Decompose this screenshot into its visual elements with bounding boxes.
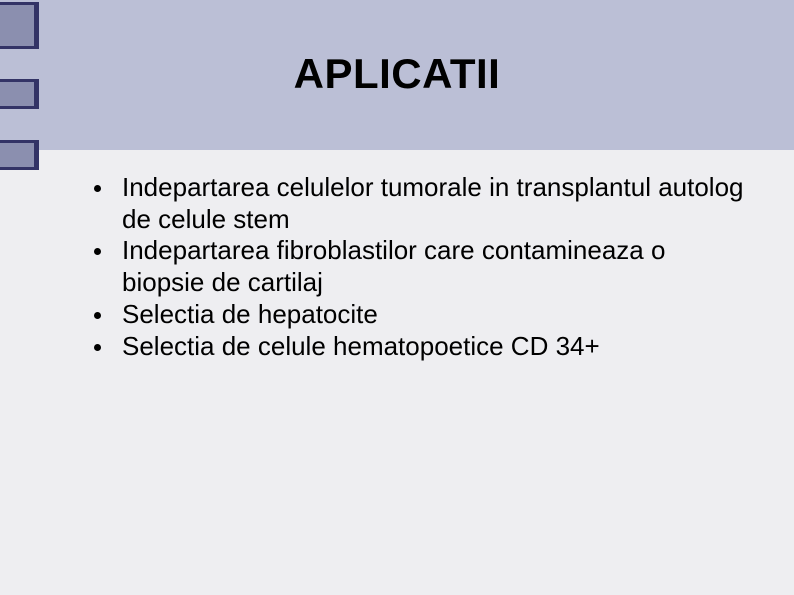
bullet-item: Selectia de celule hematopoetice CD 34+ (88, 331, 748, 363)
slide-content: Indepartarea celulelor tumorale in trans… (88, 172, 748, 362)
slide-title: APLICATII (0, 50, 794, 98)
bullet-list: Indepartarea celulelor tumorale in trans… (88, 172, 748, 362)
bullet-item: Indepartarea celulelor tumorale in trans… (88, 172, 748, 235)
bullet-item: Selectia de hepatocite (88, 299, 748, 331)
bullet-item: Indepartarea fibroblastilor care contami… (88, 235, 748, 298)
